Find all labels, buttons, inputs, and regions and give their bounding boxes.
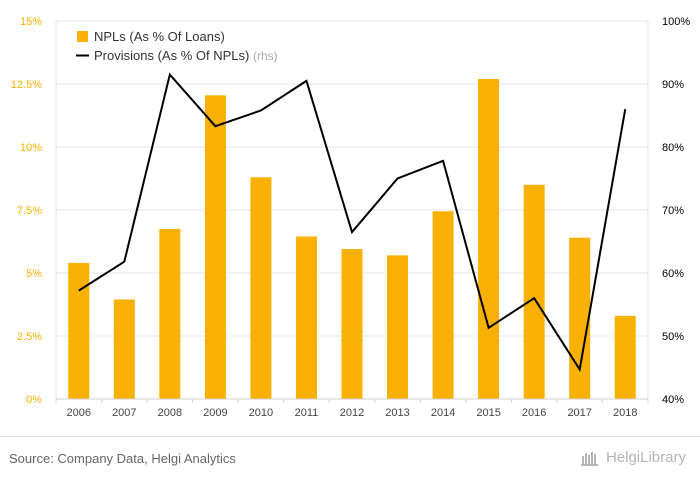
footer: Source: Company Data, Helgi Analytics He… [0,436,700,484]
bar [614,315,636,399]
legend-label-rhs: (rhs) [253,49,278,63]
x-tick-label: 2014 [431,407,455,419]
left-tick-label: 2.5% [17,331,42,343]
right-tick-label: 60% [662,268,684,280]
x-axis-ticks: 2006 2007 2008 2009 2010 2011 2012 2013 2014 2015… [55,398,649,419]
bar [432,211,454,399]
bar [523,184,545,399]
line-series [78,72,627,373]
left-tick-label: 7.5% [17,205,42,217]
brand-name: HelgiLibrary [605,449,686,466]
legend-swatch-npls [77,31,88,42]
source-note: Source: Company Data, Helgi Analytics [9,451,236,466]
right-axis-ticks: 40% 50% 60% 70% 80% 90% 100% [662,16,690,406]
x-tick-label: 2011 [295,407,319,419]
x-tick-label: 2010 [249,407,273,419]
x-tick-label: 2006 [67,407,91,419]
x-tick-label: 2007 [112,407,136,419]
legend-label-provisions: Provisions (As % Of NPLs) (rhs) [94,48,278,63]
bar [569,237,591,399]
bar [250,177,272,399]
bar [478,78,500,400]
left-tick-label: 10% [20,142,42,154]
right-tick-label: 90% [662,79,684,91]
left-tick-label: 0% [26,394,42,406]
right-tick-label: 40% [662,394,684,406]
bar [295,236,317,399]
library-logo-icon [580,451,598,466]
left-axis-ticks: 0% 2.5% 5% 7.5% 10% 12.5% 15% [11,16,42,406]
provisions-line [78,72,627,373]
bar [387,255,409,399]
bar-series [68,78,636,400]
x-tick-label: 2013 [385,407,409,419]
bar [159,228,181,399]
x-tick-label: 2008 [158,407,182,419]
legend: NPLs (As % Of Loans) Provisions (As % Of… [76,29,278,63]
x-tick-label: 2016 [522,407,546,419]
legend-label-provisions-main: Provisions (As % Of NPLs) [94,48,249,63]
right-tick-label: 50% [662,331,684,343]
chart: 0% 2.5% 5% 7.5% 10% 12.5% 15% 40% 50% 60% 70% 80% 9… [11,16,691,419]
legend-label-npls: NPLs (As % Of Loans) [94,29,225,44]
right-tick-label: 100% [662,16,690,28]
left-tick-label: 15% [20,16,42,28]
right-tick-label: 80% [662,142,684,154]
x-tick-label: 2018 [613,407,637,419]
left-tick-label: 12.5% [11,79,42,91]
brand-logo[interactable]: HelgiLibrary [580,449,686,466]
gridlines [55,20,649,400]
x-tick-label: 2015 [476,407,500,419]
left-tick-label: 5% [26,268,42,280]
bar [204,95,226,399]
bar [113,299,135,399]
x-tick-label: 2012 [340,407,364,419]
bar [341,249,363,399]
bar [68,262,90,399]
x-tick-label: 2017 [567,407,591,419]
right-tick-label: 70% [662,205,684,217]
x-tick-label: 2009 [203,407,227,419]
